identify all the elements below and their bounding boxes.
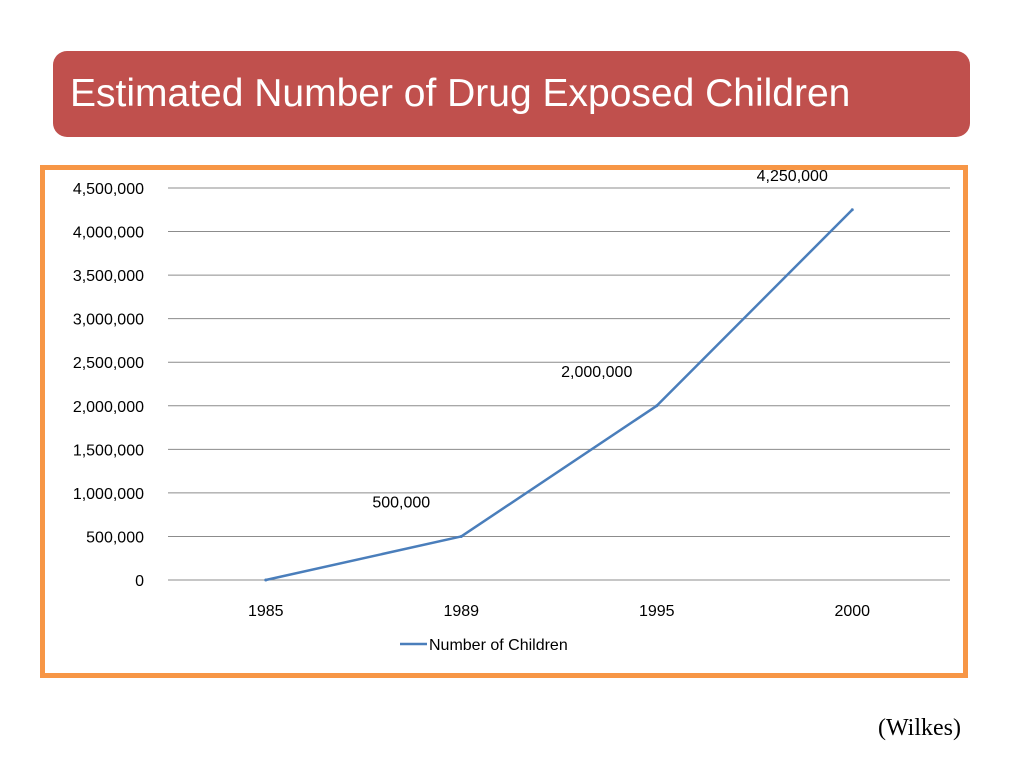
x-tick-label: 2000 <box>834 603 870 620</box>
y-tick-label: 500,000 <box>86 529 144 546</box>
y-tick-label: 3,500,000 <box>73 268 144 285</box>
data-point <box>264 578 268 582</box>
chart-frame: 0 500,000 1,000,000 1,500,000 2,000,000 2,500… <box>40 165 968 678</box>
y-tick-label: 2,500,000 <box>73 355 144 372</box>
y-tick-label: 4,500,000 <box>73 181 144 198</box>
y-tick-label: 2,000,000 <box>73 399 144 416</box>
data-point <box>850 208 854 212</box>
data-label: 2,000,000 <box>561 364 632 381</box>
x-tick-label: 1989 <box>443 603 479 620</box>
x-tick-label: 1985 <box>248 603 284 620</box>
data-label: 500,000 <box>372 494 430 511</box>
slide-title: Estimated Number of Drug Exposed Childre… <box>70 72 851 115</box>
line-chart: 0 500,000 1,000,000 1,500,000 2,000,000 2,500… <box>73 170 950 654</box>
data-point <box>459 534 463 538</box>
y-tick-label: 1,500,000 <box>73 442 144 459</box>
series-line <box>265 208 854 582</box>
title-bar: Estimated Number of Drug Exposed Childre… <box>53 51 970 137</box>
x-tick-label: 1995 <box>639 603 675 620</box>
y-tick-label: 3,000,000 <box>73 312 144 329</box>
y-tick-label: 4,000,000 <box>73 225 144 242</box>
data-label: 4,250,000 <box>757 170 828 185</box>
y-tick-label: 1,000,000 <box>73 486 144 503</box>
source-citation: (Wilkes) <box>877 715 961 741</box>
legend-label: Number of Children <box>429 637 568 654</box>
data-point <box>655 404 659 408</box>
y-tick-label: 0 <box>135 573 144 590</box>
